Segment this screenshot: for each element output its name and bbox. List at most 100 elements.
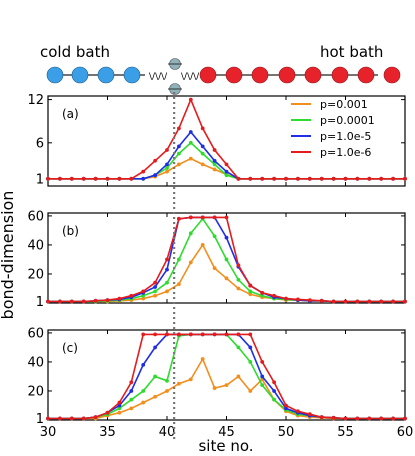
data-point xyxy=(69,416,74,421)
data-point xyxy=(236,286,241,291)
y-tick-label: 12 xyxy=(27,93,44,108)
data-point xyxy=(46,176,50,181)
data-point xyxy=(319,298,324,303)
hot-sphere xyxy=(383,66,401,84)
data-point xyxy=(105,298,110,302)
data-point xyxy=(93,298,98,303)
data-point xyxy=(141,176,146,181)
y-tick-label: 40 xyxy=(27,355,44,370)
data-point xyxy=(331,415,336,420)
x-tick-labels: 30 35 40 45 50 55 60 xyxy=(40,425,414,440)
legend-label: p=0.001 xyxy=(320,98,368,111)
data-point xyxy=(141,296,146,301)
data-point xyxy=(81,416,86,421)
data-point xyxy=(391,416,395,421)
data-point xyxy=(188,332,193,337)
x-tick-label: 40 xyxy=(159,425,176,440)
data-point xyxy=(212,266,217,271)
data-point xyxy=(355,176,360,181)
data-point xyxy=(307,176,312,181)
data-point xyxy=(248,332,253,337)
series xyxy=(46,156,407,181)
data-point xyxy=(153,332,158,337)
chart-panel: (c) 1 20 40 60 xyxy=(27,326,407,427)
data-point xyxy=(165,389,169,393)
data-point xyxy=(260,293,265,298)
data-point xyxy=(200,332,205,337)
panel-label: (a) xyxy=(62,107,79,121)
series xyxy=(46,97,407,181)
data-point xyxy=(212,234,217,239)
data-point xyxy=(272,380,276,385)
data-point xyxy=(224,383,229,388)
legend-label: p=1.0e-5 xyxy=(320,130,371,143)
data-point xyxy=(331,176,336,181)
data-point xyxy=(165,169,169,174)
hot-sphere xyxy=(278,66,296,84)
data-point xyxy=(165,378,169,383)
series-line xyxy=(48,333,405,420)
data-point xyxy=(129,406,134,411)
data-point xyxy=(224,276,229,281)
data-point xyxy=(391,176,395,181)
series xyxy=(46,243,407,304)
data-point xyxy=(272,389,276,393)
data-point xyxy=(177,332,181,337)
data-point xyxy=(248,345,253,350)
data-point xyxy=(117,176,122,181)
data-point xyxy=(367,299,372,304)
data-point xyxy=(153,173,158,178)
data-point xyxy=(58,416,62,421)
hot-sphere xyxy=(251,66,269,84)
data-point xyxy=(307,412,312,417)
series-line xyxy=(48,357,405,420)
data-point xyxy=(117,296,122,301)
data-point xyxy=(177,151,181,156)
hot-sphere xyxy=(225,66,243,84)
hot-sphere xyxy=(304,66,322,84)
data-point xyxy=(165,332,169,337)
data-point xyxy=(403,299,407,304)
data-point xyxy=(200,243,205,247)
data-point xyxy=(165,148,169,152)
data-point xyxy=(260,290,265,295)
data-point xyxy=(117,403,122,408)
data-point xyxy=(248,289,253,294)
data-point xyxy=(355,416,360,421)
data-point xyxy=(224,169,229,174)
data-point xyxy=(46,299,50,304)
data-point xyxy=(224,257,229,262)
x-axis-label: site no. xyxy=(198,437,253,455)
data-point xyxy=(177,162,181,167)
data-point xyxy=(200,357,205,361)
data-point xyxy=(403,176,407,181)
data-point xyxy=(212,332,217,337)
data-point xyxy=(248,389,253,393)
data-point xyxy=(153,293,158,298)
x-tick-label: 45 xyxy=(218,425,235,440)
x-tick-label: 60 xyxy=(397,425,414,440)
data-point xyxy=(153,289,158,294)
data-point xyxy=(296,409,300,414)
data-point xyxy=(367,176,372,181)
data-point xyxy=(129,397,134,402)
series-line xyxy=(48,333,405,420)
data-point xyxy=(236,263,241,268)
data-point xyxy=(188,377,193,382)
data-point xyxy=(212,386,217,390)
data-point xyxy=(236,277,241,282)
data-point xyxy=(153,158,158,163)
data-point xyxy=(141,362,146,367)
data-point xyxy=(200,162,205,167)
data-point xyxy=(129,389,134,393)
chart-panel: (a) 1 6 12 p=0.001 p=0.0001 p=1.0e-5 p=1.0e-6 xyxy=(27,93,407,187)
y-tick-label: 6 xyxy=(36,136,44,151)
data-point xyxy=(296,297,300,302)
data-point xyxy=(331,299,336,304)
data-point xyxy=(177,381,181,386)
data-point xyxy=(46,416,50,421)
data-point xyxy=(177,216,181,221)
data-point xyxy=(272,293,276,298)
data-point xyxy=(141,289,146,294)
